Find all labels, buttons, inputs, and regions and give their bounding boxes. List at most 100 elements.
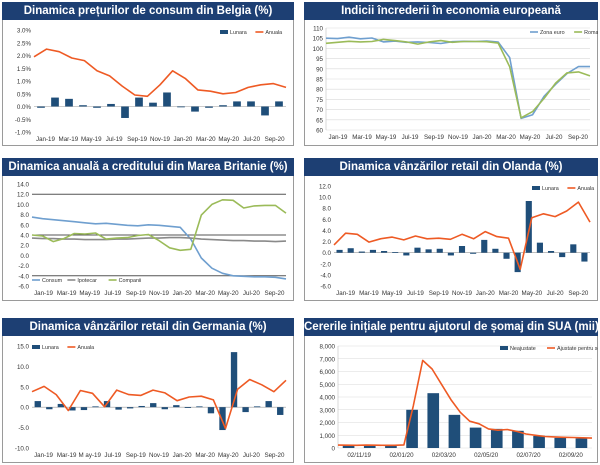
legend-label: Anuala (77, 345, 94, 351)
bar-mark (403, 252, 410, 256)
x-tick-label: Nov-19 (448, 134, 469, 141)
y-tick-label: 95 (316, 56, 323, 63)
chart-title-belgia: Dinamica prețurilor de consum din Belgia… (2, 2, 294, 20)
y-tick-label: 2.0 (322, 239, 331, 246)
bar-mark (92, 406, 99, 408)
x-tick-label: Jan-20 (473, 134, 492, 141)
bar-mark (336, 249, 343, 253)
x-tick-label: May-20 (218, 452, 239, 459)
bar-mark (261, 106, 269, 116)
bar-mark (205, 106, 213, 108)
panel-nl-retail: Dinamica vânzărilor retail din Olanda (%… (304, 158, 598, 301)
y-tick-label: -10.0 (15, 446, 30, 453)
bar-mark (161, 407, 168, 410)
bar-mark (138, 405, 145, 408)
bar-mark (80, 407, 88, 411)
chart-euro-confidence: 60 65 70 75 80 85 90 95 100 105 110 Jan-19 Mar-19 May… (313, 26, 598, 142)
series-line (31, 198, 287, 252)
x-tick-label: May-19 (376, 134, 397, 141)
x-tick-label: Jul-19 (402, 134, 419, 141)
bar-mark (469, 427, 482, 448)
x-tick-label: Sep-20 (568, 134, 589, 141)
bar-mark (196, 406, 203, 408)
x-tick-label: Sep-19 (126, 452, 147, 459)
legend-label: Anuala (265, 30, 282, 36)
x-tick-label: Sep-19 (127, 136, 148, 143)
panel-us-claims: Cererile inițiale pentru ajutorul de șom… (304, 318, 598, 463)
chart-body (2, 336, 294, 463)
legend-swatch (500, 346, 508, 350)
legend-label: Consum (42, 278, 63, 284)
chart-body (304, 176, 598, 301)
x-tick-label: Jul-20 (243, 136, 260, 143)
bar-mark (57, 403, 65, 408)
x-tick-label: Nov-19 (149, 452, 170, 459)
bar-mark (533, 435, 545, 448)
x-tick-label: M ay-19 (79, 452, 102, 459)
x-tick-label: Jul-19 (104, 452, 121, 459)
chart-de-retail: -10.0 -5.0 0.0 5.0 10.0 15.0 Jan-19 Mar-19 M ay-… (15, 344, 287, 459)
y-tick-label: 15.0 (17, 344, 30, 351)
bar-mark (135, 97, 143, 107)
chart-uk-credit: -6.0 -4.0 -2.0 0.0 2.0 4.0 6.0 8.0 10.0 12.0 14.0 J… (17, 182, 287, 297)
y-tick-label: 100 (313, 46, 324, 53)
x-tick-label: Jul-19 (104, 290, 121, 297)
x-tick-label: Mar-19 (359, 290, 379, 297)
bar-mark (570, 244, 577, 253)
bar-mark (69, 407, 76, 411)
y-tick-label: 90 (316, 66, 323, 73)
y-tick-label: 0.0 (20, 253, 29, 260)
bar-mark (358, 251, 365, 253)
x-tick-label: Sep-19 (424, 134, 445, 141)
bar-mark (503, 252, 510, 259)
y-tick-label: 2.0 (20, 243, 29, 250)
y-tick-label: 85 (316, 77, 323, 84)
bar-mark (425, 249, 432, 253)
x-tick-label: Jul-20 (546, 134, 563, 141)
bar-mark (253, 406, 261, 408)
y-tick-label: 1.5% (17, 66, 32, 73)
bar-mark (107, 103, 115, 107)
x-tick-label: Jan-20 (173, 290, 192, 297)
y-tick-label: 4.0 (322, 228, 331, 235)
chart-body (304, 20, 598, 146)
y-tick-label: 6.0 (20, 222, 29, 229)
x-tick-label: May-19 (382, 290, 403, 297)
x-tick-label: May-20 (521, 290, 542, 297)
x-tick-label: Jul-20 (243, 290, 260, 297)
bar-mark (448, 414, 461, 448)
bar-mark (347, 248, 354, 253)
x-tick-label: Mar-19 (352, 134, 372, 141)
bar-mark (79, 105, 87, 107)
y-tick-label: 3,000 (320, 407, 336, 414)
bar-mark (369, 249, 377, 253)
y-tick-label: 5.0 (20, 384, 29, 391)
bar-mark (385, 445, 397, 448)
legend-label: Lunara (42, 345, 59, 351)
chart-title-nl-retail: Dinamica vânzărilor retail din Olanda (%… (304, 158, 598, 176)
y-tick-label: 5,000 (320, 382, 336, 389)
y-tick-label: -6.0 (18, 284, 29, 291)
legend-label: Lunara (230, 30, 247, 36)
y-tick-label: 10.0 (319, 195, 332, 202)
x-tick-label: 02/05/20 (474, 452, 499, 459)
chart-us-claims: 0 1,000 2,000 3,000 4,000 5,000 6,000 7,000 8,00… (320, 344, 598, 460)
x-tick-label: May-19 (79, 290, 100, 297)
bar-mark (265, 401, 272, 408)
bar-mark (177, 106, 185, 108)
panel-uk-credit: Dinamica anuală a creditului din Marea B… (2, 158, 294, 301)
y-tick-label: 4,000 (320, 395, 336, 402)
bar-mark (93, 106, 101, 108)
legend-label: Anuala (577, 186, 594, 192)
bar-mark (363, 445, 376, 448)
bar-mark (427, 393, 440, 448)
x-tick-label: Nov-19 (452, 290, 473, 297)
y-tick-label: -4.0 (18, 273, 29, 280)
bar-mark (233, 101, 241, 107)
bar-mark (37, 106, 45, 108)
y-tick-label: -6.0 (320, 284, 331, 291)
bar-mark (184, 407, 192, 408)
x-tick-label: 02/03/20 (432, 452, 457, 459)
x-tick-label: 02/09/20 (559, 452, 584, 459)
y-tick-label: 0.0% (17, 104, 32, 111)
